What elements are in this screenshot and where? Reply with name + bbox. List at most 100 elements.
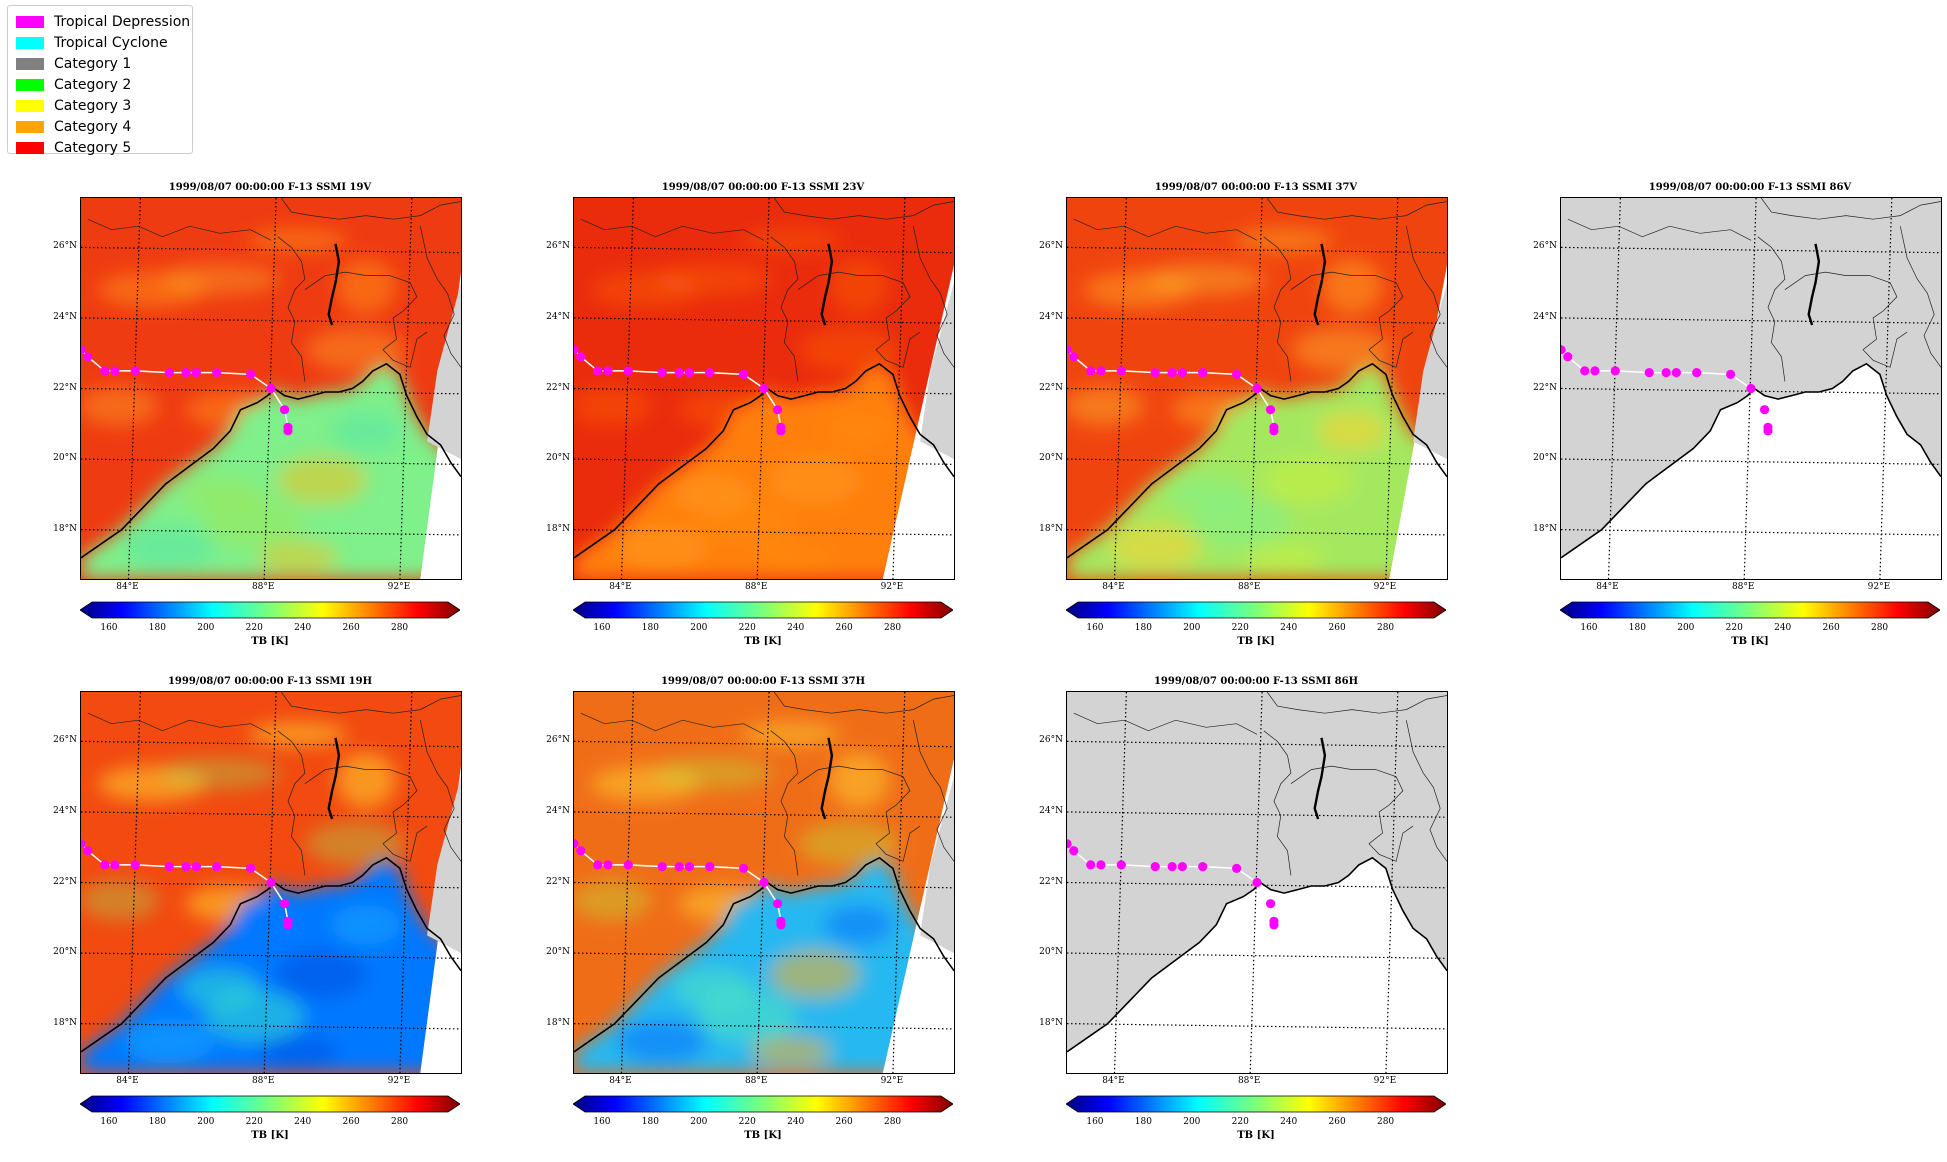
border-line: [419, 720, 461, 862]
colorbar-tick-label: 160: [1086, 623, 1104, 633]
colorbar: [1065, 601, 1447, 619]
track-point: [191, 368, 201, 378]
x-tick-label: 84°E: [1102, 1076, 1125, 1086]
colorbar-tick-label: 180: [641, 1117, 659, 1127]
map-svg: [1561, 198, 1941, 579]
colorbar-label: TB [K]: [1237, 1130, 1275, 1141]
legend-swatch: [16, 79, 44, 91]
x-tick-label: 84°E: [116, 1076, 139, 1086]
border-line: [277, 236, 306, 382]
legend-label: Tropical Depression: [54, 14, 191, 30]
colorbar-tick-label: 220: [738, 623, 756, 633]
tb-blob: [124, 1019, 215, 1064]
panel-title: 1999/08/07 00:00:00 F-13 SSMI 19V: [168, 182, 372, 193]
border-line: [304, 271, 428, 368]
x-tick-label: 92°E: [880, 1076, 904, 1086]
panel-title: 1999/08/07 00:00:00 F-13 SSMI 23V: [661, 182, 865, 193]
y-tick-label: 26°N: [546, 735, 570, 746]
grid-lat: [81, 881, 461, 889]
track-point: [164, 368, 174, 378]
x-tick-label: 84°E: [609, 1076, 632, 1086]
tb-blob: [741, 228, 842, 253]
colorbar-tick-label: 240: [1280, 623, 1298, 633]
tb-blob: [160, 757, 281, 790]
colorbar-tick-label: 160: [1086, 1117, 1104, 1127]
colorbar-tick-label: 180: [148, 623, 166, 633]
track-point: [603, 860, 613, 870]
x-tick-label: 92°E: [1373, 1076, 1397, 1086]
grid-lat: [1067, 529, 1447, 536]
panel-title: 1999/08/07 00:00:00 F-13 SSMI 86H: [1153, 676, 1359, 687]
colorbar-gradient: [79, 601, 461, 619]
border-line: [1073, 712, 1258, 735]
coastline: [574, 362, 954, 559]
track-point: [776, 920, 786, 930]
colorbar-label: TB [K]: [744, 1130, 782, 1141]
track-point: [181, 368, 191, 378]
grid-lat: [1067, 246, 1447, 254]
land-gap: [427, 282, 461, 460]
colorbar-tick-label: 180: [148, 1117, 166, 1127]
map-panel: [80, 691, 462, 1074]
grid-lat: [1067, 881, 1447, 889]
grid-lat: [1067, 811, 1447, 818]
colorbar-tick-label: 280: [883, 1117, 902, 1127]
track-point: [83, 352, 93, 362]
panel-title: 1999/08/07 00:00:00 F-13 SSMI 37V: [1154, 182, 1358, 193]
map-svg: [1067, 198, 1447, 579]
tb-blob: [305, 327, 406, 372]
track-point: [1269, 426, 1279, 436]
tb-blob: [81, 386, 159, 427]
y-tick-label: 22°N: [1039, 876, 1063, 887]
coastline: [81, 856, 461, 1053]
track-point: [1116, 860, 1126, 870]
track-point: [1067, 345, 1072, 355]
ocean-fill: [1561, 363, 1941, 579]
colorbar-tick-label: 280: [1376, 1117, 1395, 1127]
grid-lat: [81, 387, 461, 395]
colorbar-tick-label: 160: [1580, 623, 1598, 633]
track-point: [1726, 369, 1736, 379]
tb-blob: [336, 258, 396, 315]
tb-blob: [769, 950, 860, 999]
track-point: [1116, 366, 1126, 376]
river-line: [1313, 737, 1327, 820]
track-point: [246, 369, 256, 379]
tb-blob: [574, 880, 652, 921]
legend-label: Category 4: [54, 119, 132, 135]
colorbar-tick-label: 260: [1328, 623, 1346, 633]
y-tick-label: 20°N: [546, 947, 570, 958]
tb-blob: [258, 1035, 339, 1068]
track-point: [164, 862, 174, 872]
track-point: [674, 368, 684, 378]
tb-blob: [248, 722, 349, 747]
grid-lat: [1561, 458, 1941, 465]
tb-blob: [81, 880, 159, 921]
legend-label: Category 1: [54, 56, 132, 72]
track-point: [1265, 405, 1276, 415]
grid-lat: [1067, 740, 1447, 748]
tb-blob: [673, 474, 754, 515]
y-tick-label: 20°N: [1533, 453, 1557, 464]
colorbar-tick-label: 240: [1280, 1117, 1298, 1127]
legend-item: Tropical Cyclone: [16, 34, 168, 52]
y-tick-label: 24°N: [546, 311, 570, 322]
tb-blob: [829, 752, 889, 809]
border-line: [1266, 198, 1447, 220]
track-point: [574, 839, 579, 849]
track-point: [110, 366, 120, 376]
grid-lat: [574, 458, 954, 465]
grid-lat: [1561, 387, 1941, 395]
colorbar-tick-label: 280: [1870, 623, 1889, 633]
y-tick-label: 22°N: [546, 876, 570, 887]
colorbar-tick-label: 220: [1231, 623, 1249, 633]
colorbar-tick-label: 240: [294, 1117, 312, 1127]
y-tick-label: 18°N: [546, 523, 570, 534]
tb-blob: [336, 752, 396, 809]
track-point: [657, 862, 667, 872]
colorbar-tick-label: 200: [690, 1117, 708, 1127]
track-point: [657, 368, 667, 378]
legend-item: Category 3: [16, 97, 131, 115]
track-point: [759, 877, 769, 888]
track-point: [576, 352, 586, 362]
